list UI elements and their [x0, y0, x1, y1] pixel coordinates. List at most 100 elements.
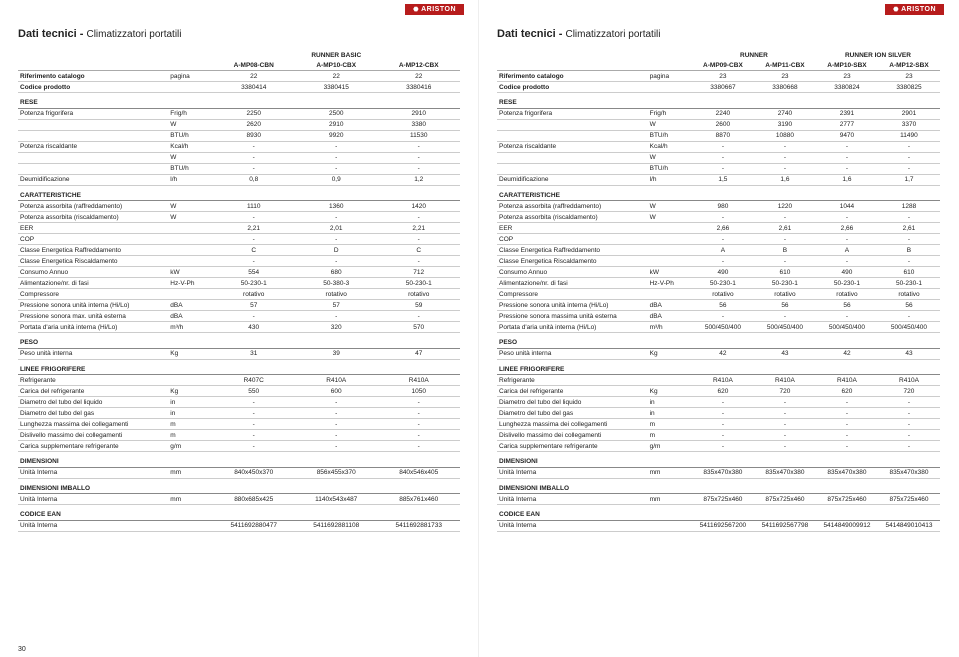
row-unit: dBA [168, 300, 212, 311]
row-value: 620 [692, 386, 754, 397]
row-value: 50-230-1 [692, 278, 754, 289]
row-unit: Kg [648, 386, 692, 397]
row-value: 2910 [295, 119, 378, 130]
row-value: - [295, 419, 378, 430]
row-label: Potenza frigorifera [18, 108, 168, 119]
row-value: - [754, 234, 816, 245]
row-value: 2,61 [754, 223, 816, 234]
row-label: Pressione sonora max. unità esterna [18, 311, 168, 322]
section-title: DIMENSIONI IMBALLO [497, 483, 940, 494]
table-row: Deumidificazionel/h1,51,61,61,7 [497, 174, 940, 185]
row-value: 875x725x460 [816, 494, 878, 505]
row-value: 2600 [692, 119, 754, 130]
row-value: - [816, 152, 878, 163]
row-label: EER [497, 223, 648, 234]
row-label: Portata d'aria unità interna (Hi/Lo) [497, 322, 648, 333]
table-row: Diametro del tubo del liquidoin---- [497, 397, 940, 408]
row-value: 5411692881733 [377, 520, 460, 531]
row-value: - [816, 408, 878, 419]
row-value: - [377, 212, 460, 223]
row-value: 59 [377, 300, 460, 311]
row-value: 610 [878, 267, 940, 278]
row-value: - [754, 311, 816, 322]
row-value: 9470 [816, 130, 878, 141]
row-label: Potenza assorbita (riscaldamento) [497, 212, 648, 223]
row-value: 57 [212, 300, 295, 311]
row-value: - [754, 441, 816, 452]
row-value: 3370 [878, 119, 940, 130]
row-value: 3380415 [295, 82, 378, 93]
brand-badge-right: ARISTON [885, 4, 944, 15]
row-label [18, 163, 168, 174]
row-label: Refrigerante [18, 375, 168, 386]
table-row: Compressorerotativorotativorotativo [18, 289, 460, 300]
row-value: 600 [295, 386, 378, 397]
table-row: Codice prodotto3380667338066833808243380… [497, 82, 940, 93]
row-value: 23 [754, 71, 816, 82]
table-row: Unità Internamm880x685x4251140x543x48788… [18, 494, 460, 505]
row-value: - [212, 212, 295, 223]
row-unit: Kg [168, 386, 212, 397]
table-row: Unità Internamm840x450x370856x455x370840… [18, 467, 460, 478]
model-header: A-MP10-SBX [816, 60, 878, 71]
row-unit: dBA [648, 300, 692, 311]
row-unit: W [168, 212, 212, 223]
row-unit: m [168, 419, 212, 430]
row-value: 43 [754, 348, 816, 359]
row-value: 57 [295, 300, 378, 311]
row-unit [168, 223, 212, 234]
row-value: 550 [212, 386, 295, 397]
row-unit: m [648, 419, 692, 430]
row-value: - [816, 212, 878, 223]
table-row: Lunghezza massima dei collegamentim--- [18, 419, 460, 430]
section-title: DIMENSIONI [18, 457, 460, 468]
row-unit: BTU/h [648, 163, 692, 174]
table-row: Diametro del tubo del gasin---- [497, 408, 940, 419]
section-head-row: PESO [497, 338, 940, 349]
table-row: Pressione sonora unità interna (Hi/Lo)dB… [497, 300, 940, 311]
row-value: - [754, 397, 816, 408]
row-value: 880x685x425 [212, 494, 295, 505]
row-value: - [692, 311, 754, 322]
row-value: - [816, 234, 878, 245]
row-value: 42 [692, 348, 754, 359]
row-value: 5411692880477 [212, 520, 295, 531]
section-title: DIMENSIONI [497, 457, 940, 468]
row-unit: BTU/h [168, 163, 212, 174]
row-unit: m³/h [168, 322, 212, 333]
row-value: - [754, 212, 816, 223]
row-value: - [754, 430, 816, 441]
row-unit [168, 234, 212, 245]
table-row: Diametro del tubo del gasin--- [18, 408, 460, 419]
row-value: 490 [692, 267, 754, 278]
row-value: - [692, 441, 754, 452]
row-label: Alimentazione/nr. di fasi [18, 278, 168, 289]
row-value: - [295, 212, 378, 223]
row-value: 320 [295, 322, 378, 333]
row-value: rotativo [212, 289, 295, 300]
row-value: - [212, 163, 295, 174]
row-value: 11490 [878, 130, 940, 141]
row-value: 8930 [212, 130, 295, 141]
table-row: Pressione sonora max. unità esternadBA--… [18, 311, 460, 322]
row-value: 3190 [754, 119, 816, 130]
table-row: Potenza assorbita (raffreddamento)W98012… [497, 201, 940, 212]
row-value: - [878, 430, 940, 441]
section-head-row: DIMENSIONI [497, 457, 940, 468]
table-row: EER2,662,612,662,61 [497, 223, 940, 234]
row-value: 42 [816, 348, 878, 359]
row-value: - [754, 419, 816, 430]
row-value: 2,61 [878, 223, 940, 234]
section-title: LINEE FRIGORIFERE [497, 364, 940, 375]
row-value: 680 [295, 267, 378, 278]
row-value: - [692, 234, 754, 245]
row-label: Potenza riscaldante [18, 141, 168, 152]
row-label: Classe Energetica Raffreddamento [497, 245, 648, 256]
row-value: - [212, 141, 295, 152]
section-title: CODICE EAN [497, 510, 940, 521]
row-value: - [878, 397, 940, 408]
row-unit: mm [648, 494, 692, 505]
row-value: - [692, 408, 754, 419]
row-label [497, 152, 648, 163]
row-label: Potenza assorbita (raffreddamento) [497, 201, 648, 212]
